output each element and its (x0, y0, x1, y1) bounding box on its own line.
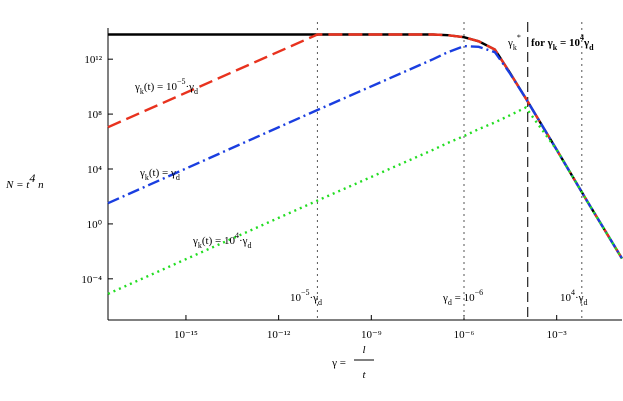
annotation-part: k (145, 173, 149, 182)
series-line (108, 33, 623, 260)
annotation-part: 4 (29, 171, 35, 185)
annotation-part: = 10 (557, 37, 580, 49)
annotation-part: 4 (571, 288, 575, 297)
annotation-part: for γ (531, 37, 553, 49)
annotation-part: d (194, 87, 198, 96)
annotation-part: −6 (475, 288, 484, 297)
annotation-part: k (513, 43, 517, 52)
annotation-part: (t) = 10 (144, 81, 178, 93)
series-line (107, 105, 623, 295)
annotation-part: N = t (5, 179, 30, 191)
y-tick-label: 10⁰ (87, 219, 103, 231)
annotation-part: ·γ (239, 235, 248, 247)
annotation-part: * (517, 33, 521, 42)
annotation-part: γ (192, 235, 198, 247)
annotation: 10−5·γd (290, 288, 322, 307)
annotation: γd = 10−6 (442, 288, 483, 307)
x-tick-label: 10⁻⁶ (454, 329, 475, 341)
series-line (107, 44, 623, 260)
x-tick-label: 10⁻¹⁵ (174, 329, 198, 341)
y-tick-label: 10¹² (84, 54, 102, 66)
x-axis-label: t (362, 369, 366, 381)
annotation: 104·γd (560, 288, 588, 307)
annotation: γk(t) = 10−5·γd (134, 77, 198, 96)
y-tick-label: 10⁻⁴ (81, 274, 102, 286)
y-tick-label: 10⁸ (87, 109, 102, 121)
annotation-part: −5 (301, 288, 310, 297)
annotation-part: ·γ (575, 292, 584, 304)
annotation-part: γ (134, 81, 140, 93)
annotation-part: d (248, 241, 252, 250)
annotation-part: d (318, 298, 322, 307)
y-tick-label: 10⁴ (87, 164, 102, 176)
annotation-part: −5 (177, 77, 186, 86)
annotation-part: γ (583, 37, 589, 49)
annotation-part: d (176, 173, 180, 182)
x-axis-label: γ = (331, 357, 346, 369)
annotation-part: ·γ (310, 292, 319, 304)
annotation-part: d (448, 298, 452, 307)
annotation-part: γ (139, 167, 145, 179)
x-tick-label: 10⁻¹² (267, 329, 291, 341)
annotation-part: γ (507, 37, 513, 49)
annotation-part: 4 (580, 33, 584, 42)
annotation-part: (t) = 10 (202, 235, 236, 247)
annotation-part: (t) = γ (149, 167, 176, 179)
x-axis-label: l (362, 344, 365, 356)
annotation: γk(t) = 104·γd (192, 231, 252, 250)
annotation: γk(t) = γd (139, 167, 180, 182)
annotation-part: d (589, 43, 594, 52)
annotation: γk* (507, 33, 521, 52)
annotation-part: ·γ (185, 81, 194, 93)
annotation-part: k (140, 87, 144, 96)
x-tick-label: 10⁻⁹ (361, 329, 382, 341)
annotation-part: k (553, 43, 558, 52)
y-axis-label: N = t4 n (5, 171, 44, 191)
annotation-part: 10 (560, 292, 572, 304)
annotation-part: d (584, 298, 588, 307)
annotation-part: γ (442, 292, 448, 304)
annotation-part: = 10 (452, 292, 475, 304)
x-tick-label: 10⁻³ (547, 329, 568, 341)
annotation-part: k (198, 241, 202, 250)
annotation-part: 10 (290, 292, 302, 304)
annotation-part: n (35, 179, 44, 191)
annotation: for γk = 104γd (531, 33, 594, 52)
annotation-part: 4 (235, 231, 239, 240)
series-line (107, 33, 623, 260)
